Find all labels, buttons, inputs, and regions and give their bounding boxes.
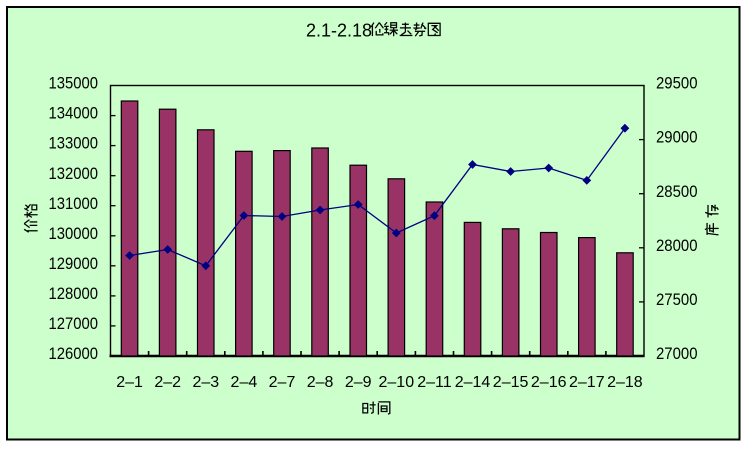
svg-text:2–4: 2–4 [231,374,258,391]
svg-text:28000: 28000 [656,237,698,255]
svg-text:131000: 131000 [49,195,99,213]
svg-text:133000: 133000 [49,135,99,153]
svg-text:2–14: 2–14 [455,374,491,391]
svg-text:132000: 132000 [49,165,99,183]
svg-text:126000: 126000 [49,345,99,363]
svg-text:2–16: 2–16 [531,374,567,391]
svg-text:129000: 129000 [49,255,99,273]
svg-text:135000: 135000 [49,75,99,93]
svg-text:2–17: 2–17 [569,374,605,391]
svg-text:2–18: 2–18 [607,374,643,391]
svg-text:130000: 130000 [49,225,99,243]
svg-text:2–1: 2–1 [116,374,143,391]
svg-text:2–8: 2–8 [307,374,334,391]
svg-text:2.1-2.18: 2.1-2.18 [306,21,372,41]
svg-text:2–15: 2–15 [493,374,529,391]
svg-text:27000: 27000 [656,345,698,363]
svg-text:28500: 28500 [656,183,698,201]
svg-text:2–2: 2–2 [154,374,181,391]
svg-text:2–11: 2–11 [417,374,452,391]
svg-text:134000: 134000 [49,105,99,123]
svg-text:2–3: 2–3 [192,374,219,391]
svg-text:2–7: 2–7 [269,374,296,391]
svg-text:27500: 27500 [656,291,698,309]
svg-text:29500: 29500 [656,75,698,93]
svg-text:2–10: 2–10 [379,374,415,391]
svg-text:128000: 128000 [49,285,99,303]
svg-text:2–9: 2–9 [345,374,372,391]
svg-text:29000: 29000 [656,129,698,147]
svg-text:127000: 127000 [49,315,99,333]
